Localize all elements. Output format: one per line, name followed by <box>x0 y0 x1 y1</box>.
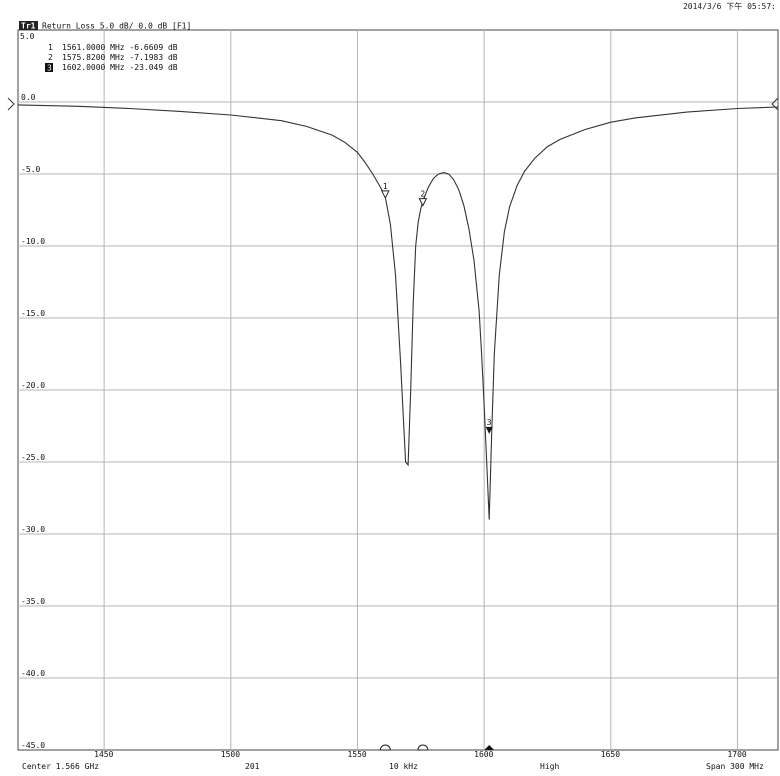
y-tick-label: 0.0 <box>21 93 36 102</box>
trace-badge-bg <box>19 21 38 30</box>
footer-center: Center 1.566 GHz <box>22 762 100 771</box>
footer-power: High <box>540 762 560 771</box>
y-tick-label: -20.0 <box>21 381 45 390</box>
ref-level-label: 5.0 <box>20 32 35 41</box>
marker-2-id: 2 <box>48 53 53 62</box>
y-tick-label: -30.0 <box>21 525 45 534</box>
x-tick-label: 1700 <box>727 750 746 759</box>
footer-span: Span 300 MHz <box>706 762 764 771</box>
y-tick-label: -15.0 <box>21 309 45 318</box>
marker-2-label: 2 <box>420 190 425 199</box>
footer-points: 201 <box>245 762 260 771</box>
y-tick-label: -25.0 <box>21 453 45 462</box>
marker-2-stimulus <box>417 744 429 751</box>
marker-3-id: 3 <box>47 64 52 73</box>
marker-1-label: 1 <box>383 182 388 191</box>
x-tick-label: 1500 <box>221 750 240 759</box>
marker-3-readout: 1602.0000 MHz -23.049 dB <box>62 63 178 72</box>
marker-3-pointer[interactable] <box>485 426 493 434</box>
footer-ifbw: 10 kHz <box>389 762 418 771</box>
x-tick-labels: 1450 1500 1550 1600 1650 1700 <box>94 750 747 759</box>
timestamp: 2014/3/6 下午 05:57: <box>682 2 776 11</box>
trace-line <box>17 104 779 520</box>
marker-1-stimulus <box>379 744 391 751</box>
x-tick-label: 1450 <box>94 750 113 759</box>
y-tick-label: -5.0 <box>21 165 40 174</box>
trace-badge[interactable]: Tr1 <box>21 22 36 31</box>
ref-arrow-left-icon <box>7 97 15 111</box>
marker-1-id: 1 <box>48 43 53 52</box>
marker-1-pointer[interactable] <box>381 190 390 200</box>
marker-3-stimulus <box>484 745 495 750</box>
x-tick-label: 1600 <box>474 750 493 759</box>
ref-arrow-right-icon <box>771 97 779 111</box>
trace-label: Return Loss 5.0 dB/ 0.0 dB [F1] <box>42 22 191 31</box>
y-tick-label: -40.0 <box>21 669 45 678</box>
y-tick-label: -10.0 <box>21 237 45 246</box>
y-tick-labels: 0.0 -5.0 -10.0 -15.0 -20.0 -25.0 -30.0 -35.0 -40… <box>21 93 45 750</box>
marker-3-label: 3 <box>487 418 492 427</box>
marker-1-readout: 1561.0000 MHz -6.6609 dB <box>62 43 178 52</box>
x-tick-label: 1650 <box>601 750 620 759</box>
x-tick-label: 1550 <box>347 750 366 759</box>
marker-2-pointer[interactable] <box>418 198 428 207</box>
marker-glyphs: 1 2 3 <box>379 182 495 751</box>
grid <box>18 30 778 750</box>
marker-3-active-badge <box>45 63 53 72</box>
y-tick-label: -35.0 <box>21 597 45 606</box>
marker-2-readout: 1575.8200 MHz -7.1983 dB <box>62 53 178 62</box>
y-tick-label: -45.0 <box>21 741 45 750</box>
